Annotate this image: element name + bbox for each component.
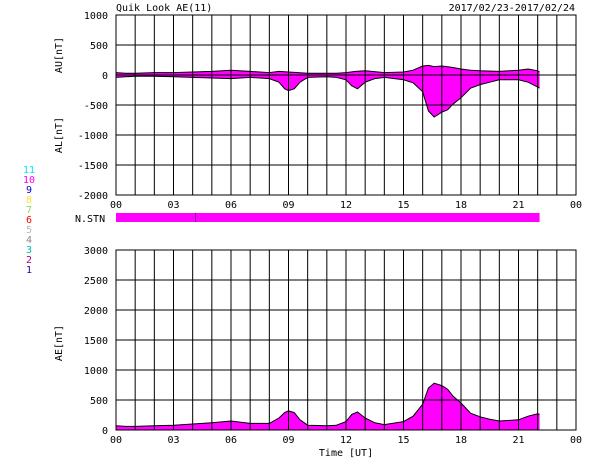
au-al-ytick-label: -1500: [78, 161, 108, 172]
ae-xtick-label: 00: [110, 435, 122, 446]
station-legend-item: 9: [26, 185, 32, 196]
au-area: [116, 65, 540, 75]
au-al-xtick-label: 21: [512, 200, 524, 211]
ae-xtick-label: 03: [167, 435, 179, 446]
au-al-xtick-label: 09: [282, 200, 294, 211]
au-al-xtick-label: 00: [570, 200, 582, 211]
nstn-label: N.STN: [75, 214, 105, 225]
au-al-xtick-label: 00: [110, 200, 122, 211]
au-al-frame: [115, 14, 577, 196]
ae-frame: [115, 249, 577, 431]
date-range: 2017/02/23-2017/02/24: [449, 3, 575, 14]
au-al-xtick-label: 15: [397, 200, 409, 211]
station-legend-item: 5: [26, 225, 32, 236]
au-al-xtick-label: 18: [455, 200, 467, 211]
ae-ytick-label: 2000: [84, 306, 108, 317]
station-legend-item: 7: [26, 205, 32, 216]
au-al-xtick-label: 12: [340, 200, 352, 211]
au-al-ytick-label: 1000: [84, 11, 108, 22]
ae-ytick-label: 500: [90, 396, 108, 407]
al-area: [116, 75, 540, 117]
au-al-xtick-label: 03: [167, 200, 179, 211]
ae-axis-label: AE[nT]: [54, 325, 65, 361]
ae-ytick-label: 2500: [84, 276, 108, 287]
ae-xtick-label: 09: [282, 435, 294, 446]
chart-title: Quik Look AE(11): [116, 3, 212, 14]
au-al-xtick-label: 06: [225, 200, 237, 211]
ae-ytick-label: 1000: [84, 366, 108, 377]
au-al-ytick-label: 0: [102, 71, 108, 82]
au-al-ytick-label: -2000: [78, 191, 108, 202]
nstn-bar: [116, 213, 540, 222]
ae-ytick-label: 1500: [84, 336, 108, 347]
ae-ytick-label: 3000: [84, 246, 108, 257]
au-line: [115, 64, 540, 74]
station-legend-item: 6: [26, 215, 32, 226]
station-legend-item: 8: [26, 195, 32, 206]
station-legend-item: 1: [26, 265, 32, 276]
ae-xtick-label: 12: [340, 435, 352, 446]
station-legend-item: 11: [23, 165, 35, 176]
au-al-ytick-label: -1000: [78, 131, 108, 142]
station-legend-item: 10: [23, 175, 35, 186]
al-axis-label: AL[nT]: [54, 117, 65, 153]
au-al-ytick-label: 500: [90, 41, 108, 52]
station-legend-item: 4: [26, 235, 32, 246]
au-al-ytick-label: -500: [84, 101, 108, 112]
station-legend-item: 3: [26, 245, 32, 256]
ae-ytick-label: 0: [102, 426, 108, 437]
ae-xtick-label: 06: [225, 435, 237, 446]
ae-xtick-label: 21: [512, 435, 524, 446]
ae-area: [116, 383, 540, 430]
au-axis-label: AU[nT]: [54, 37, 65, 73]
nstn-panel: N.STN: [75, 213, 540, 225]
ae-xtick-label: 00: [570, 435, 582, 446]
station-legend-item: 2: [26, 255, 32, 266]
ae-line: [115, 382, 540, 427]
x-axis-label: Time [UT]: [319, 448, 373, 459]
ae-xtick-label: 15: [397, 435, 409, 446]
al-line: [115, 75, 540, 118]
ae-xtick-label: 18: [455, 435, 467, 446]
